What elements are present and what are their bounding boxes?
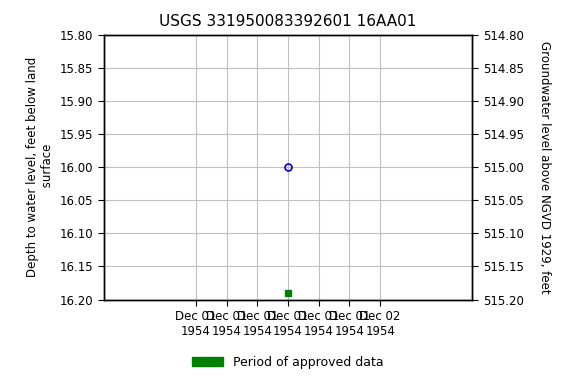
Legend: Period of approved data: Period of approved data	[187, 351, 389, 374]
Title: USGS 331950083392601 16AA01: USGS 331950083392601 16AA01	[160, 14, 416, 29]
Y-axis label: Depth to water level, feet below land
 surface: Depth to water level, feet below land su…	[26, 57, 54, 277]
Y-axis label: Groundwater level above NGVD 1929, feet: Groundwater level above NGVD 1929, feet	[537, 41, 551, 293]
